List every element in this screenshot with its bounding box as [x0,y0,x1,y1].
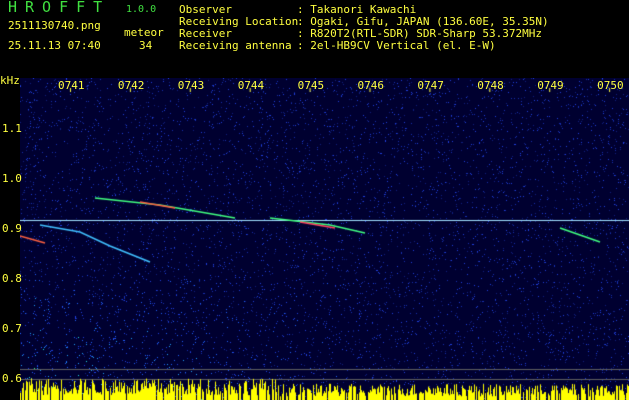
x-tick-label: 0742 [117,79,145,92]
x-tick-label: 0744 [237,79,265,92]
info-label-location: Receiving Location [179,15,299,28]
y-tick-label: 0.6 [2,372,22,385]
x-tick-label: 0748 [477,79,504,92]
x-tick-label: 0741 [58,79,85,92]
app-title: HROFFT [8,0,111,16]
datetime: 25.11.13 07:40 [8,39,101,52]
info-label-receiver: Receiver [179,27,232,40]
spectrogram [20,78,629,400]
info-value-receiver: : R820T2(RTL-SDR) SDR-Sharp 53.372MHz [297,27,543,40]
meteor-count: 34 [139,39,153,52]
x-tick-label: 0750 [597,79,624,92]
y-tick-label: 0.9 [2,222,22,235]
y-tick-label: 1.1 [2,122,22,135]
meteor-label: meteor [124,26,164,39]
y-axis-label: kHz [0,74,20,87]
x-tick-label: 0745 [297,79,325,92]
x-tick-label: 0743 [177,79,205,92]
info-value-location: : Ogaki, Gifu, JAPAN (136.60E, 35.35N) [297,15,549,28]
x-tick-label: 0746 [357,79,385,92]
info-value-observer: : Takanori Kawachi [297,3,417,16]
y-tick-label: 0.8 [2,272,22,285]
filename: 2511130740.png [8,19,101,32]
info-label-antenna: Receiving antenna [179,39,292,52]
app-version: 1.0.0 [126,4,157,15]
info-value-antenna: : 2el-HB9CV Vertical (el. E-W) [297,39,496,52]
y-tick-label: 1.0 [2,172,22,185]
info-label-observer: Observer [179,3,232,16]
y-tick-label: 0.7 [2,322,22,335]
x-tick-label: 0749 [537,79,564,92]
x-tick-label: 0747 [417,79,444,92]
